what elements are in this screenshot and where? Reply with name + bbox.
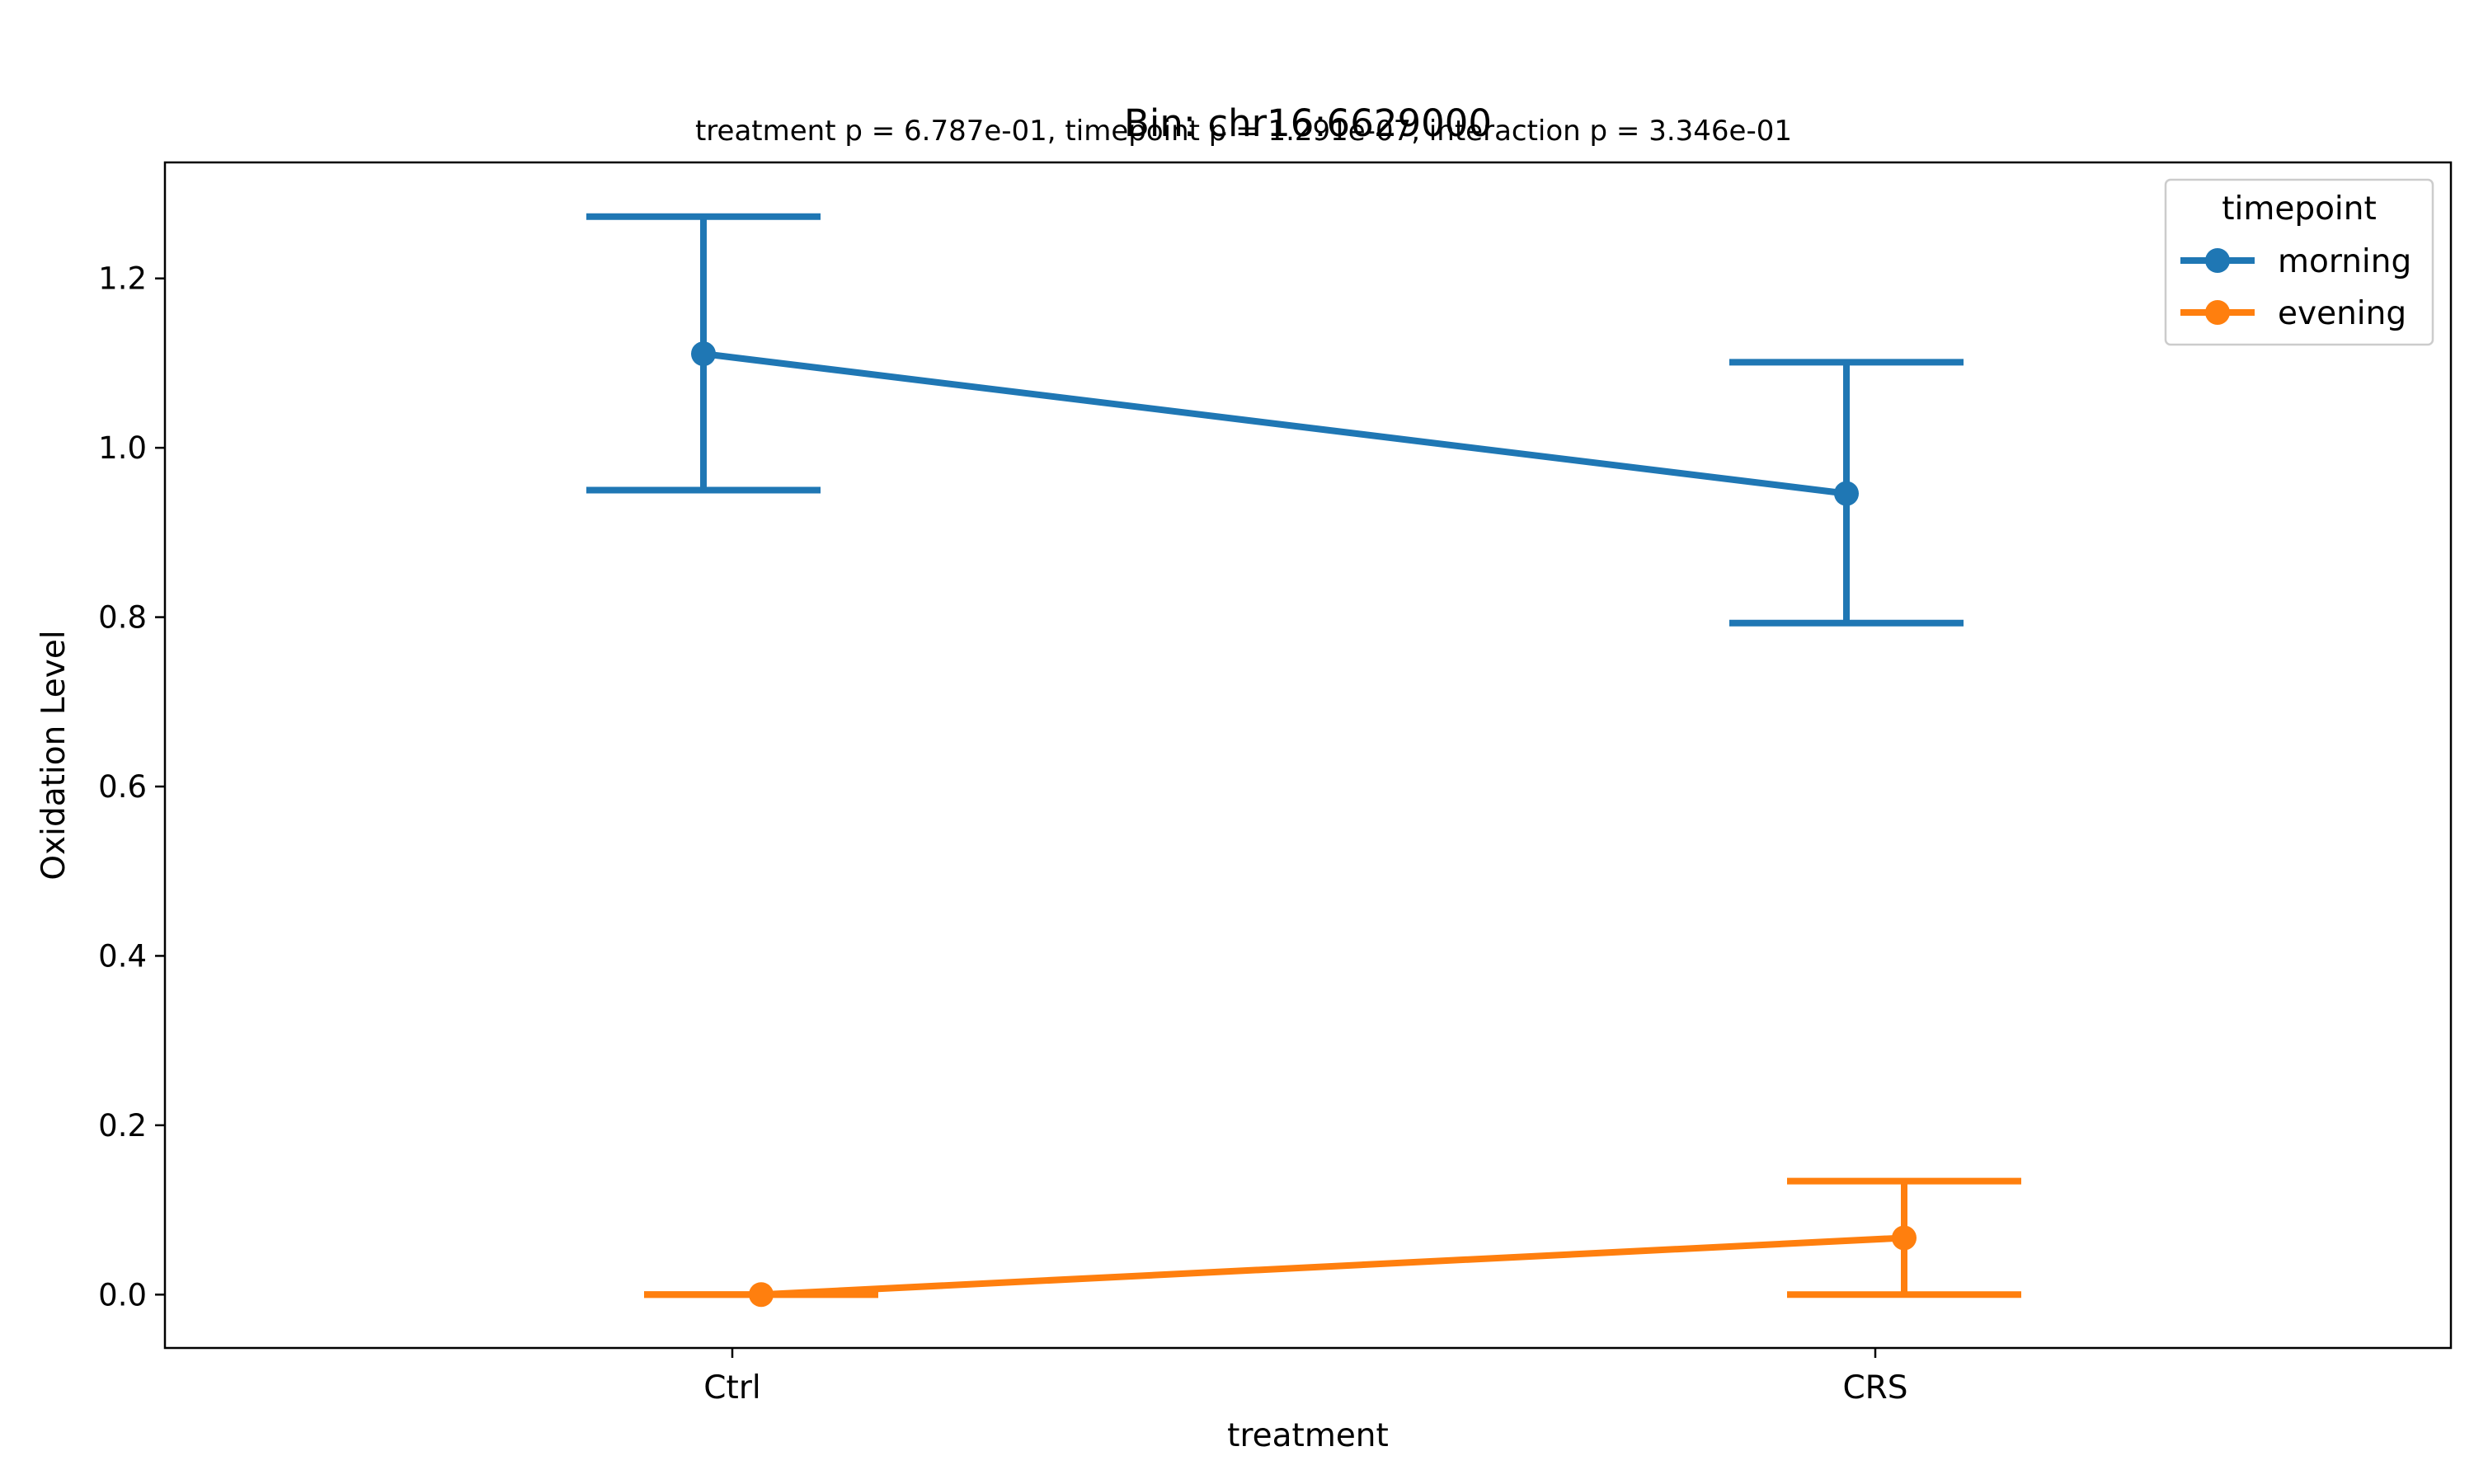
data-point (1892, 1225, 1917, 1251)
y-tick-label: 0.8 (98, 600, 147, 636)
axes: 0.0 0.2 0.4 0.6 0.8 1.0 1.2 Ctrl CRS (98, 261, 1907, 1407)
x-axis-label: treatment (1227, 1417, 1389, 1454)
legend-marker (2205, 300, 2230, 325)
legend-label: morning (2278, 243, 2411, 280)
legend-label: evening (2278, 295, 2406, 332)
series-line (760, 1234, 1905, 1298)
legend-entry-morning: morning (2180, 243, 2411, 280)
data-point (1834, 481, 1859, 506)
x-tick-label: CRS (1842, 1369, 1907, 1407)
y-tick-label: 0.2 (98, 1108, 147, 1144)
legend-entry-evening: evening (2180, 295, 2406, 332)
series-morning (586, 213, 1964, 627)
y-tick-label: 0.4 (98, 938, 147, 974)
chart-title: Bin: chr16:6629000 (1124, 101, 1492, 145)
legend-marker (2205, 248, 2230, 273)
legend-title: timepoint (2222, 190, 2377, 228)
legend-box (2164, 178, 2434, 346)
chart-subtitle: treatment p = 6.787e-01, timepoint p = 1… (695, 115, 1792, 148)
plot-marks (586, 213, 2021, 1308)
y-tick-label: 1.2 (98, 261, 147, 297)
legend-items: morning evening (2180, 243, 2411, 332)
x-tick-label: Ctrl (703, 1369, 760, 1407)
y-tick-label: 0.0 (98, 1277, 147, 1313)
y-axis-label: Oxidation Level (35, 630, 73, 880)
series-evening (644, 1177, 2021, 1308)
data-point (691, 341, 716, 367)
y-tick-label: 0.6 (98, 769, 147, 805)
y-tick-label: 1.0 (98, 430, 147, 466)
legend: timepoint morning evening (2164, 178, 2434, 346)
series-line (703, 350, 1847, 497)
data-point (749, 1282, 774, 1308)
plot-frame (163, 161, 2453, 1350)
